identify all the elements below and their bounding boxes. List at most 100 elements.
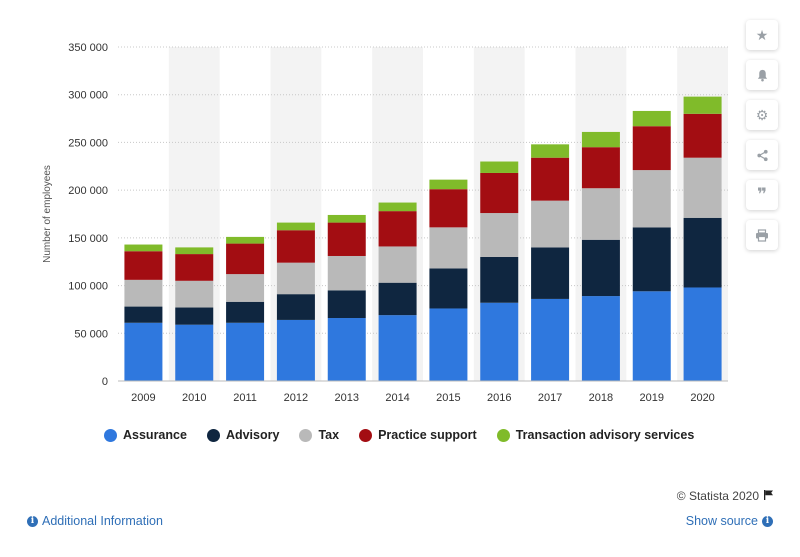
x-tick-label: 2010 — [182, 392, 206, 404]
y-tick-label: 300 000 — [68, 90, 108, 102]
gear-icon[interactable]: ⚙ — [746, 100, 778, 130]
credit-text: © Statista 2020 — [676, 489, 759, 503]
bar-segment — [632, 126, 671, 171]
x-tick-label: 2014 — [385, 392, 409, 404]
y-tick-label: 50 000 — [74, 328, 108, 340]
flag-icon[interactable] — [763, 489, 774, 503]
bar-segment — [175, 247, 214, 255]
bar-segment — [276, 262, 315, 295]
bar-segment — [429, 227, 468, 269]
bar-segment — [683, 113, 722, 158]
bar-segment — [531, 200, 570, 248]
legend-swatch — [359, 428, 373, 442]
bar-segment — [683, 157, 722, 218]
bar-segment — [480, 302, 519, 381]
info-icon: i — [762, 515, 773, 527]
bar-segment — [378, 315, 417, 381]
x-tick-label: 2018 — [589, 392, 613, 404]
bar-segment — [276, 230, 315, 263]
bar-segment — [378, 211, 417, 247]
bar-segment — [480, 161, 519, 173]
x-tick-label: 2019 — [640, 392, 664, 404]
bar-segment — [632, 291, 671, 381]
bar-segment — [378, 282, 417, 316]
share-icon[interactable] — [746, 140, 778, 170]
y-tick-label: 0 — [102, 376, 108, 388]
bar-segment — [378, 202, 417, 212]
bar-segment — [226, 301, 265, 323]
bar-segment — [124, 279, 163, 307]
bar-segment — [683, 217, 722, 288]
bar-segment — [327, 290, 366, 319]
x-tick-label: 2009 — [131, 392, 155, 404]
x-tick-label: 2013 — [335, 392, 359, 404]
legend-label: Tax — [318, 428, 340, 442]
y-tick-label: 250 000 — [68, 137, 108, 149]
legend-label: Advisory — [225, 428, 280, 442]
legend-label: Transaction advisory services — [515, 428, 695, 442]
legend-label: Practice support — [378, 428, 477, 442]
legend-item[interactable]: Transaction advisory services — [496, 428, 695, 442]
bar-segment — [175, 254, 214, 281]
y-axis-title: Number of employees — [42, 165, 53, 263]
stacked-bar-chart: 0 50 000 100 000 150 000 200 000 250 000 300 0… — [42, 42, 728, 404]
bar-segment — [276, 294, 315, 320]
bar-segment — [683, 96, 722, 114]
bar-segment — [480, 172, 519, 214]
legend-item[interactable]: Assurance — [104, 428, 187, 442]
bar-segment — [276, 319, 315, 381]
bar-segment — [429, 268, 468, 309]
bar-segment — [124, 251, 163, 280]
legend: Assurance Advisory Tax Practice support Tran… — [104, 428, 694, 442]
bar-segment — [683, 287, 722, 381]
bar-segment — [124, 244, 163, 252]
bar-segment — [531, 247, 570, 299]
legend-swatch — [496, 428, 510, 442]
legend-item[interactable]: Tax — [299, 428, 339, 442]
bar-segment — [175, 280, 214, 308]
bar-segment — [429, 189, 468, 228]
statista-credit: © Statista 2020 — [677, 489, 774, 503]
legend-item[interactable]: Advisory — [206, 428, 280, 442]
x-tick-label: 2012 — [284, 392, 308, 404]
x-tick-label: 2011 — [233, 392, 257, 404]
bar-segment — [378, 246, 417, 283]
show-source-label: Show source — [685, 514, 758, 528]
bar-segment — [531, 144, 570, 158]
legend-label: Assurance — [123, 428, 187, 442]
bar-segment — [581, 131, 620, 148]
bar-segment — [175, 324, 214, 381]
bar-segment — [581, 188, 620, 240]
bar-segment — [124, 322, 163, 381]
legend-item[interactable]: Practice support — [359, 428, 477, 442]
bar-segment — [327, 214, 366, 223]
y-tick-label: 350 000 — [68, 42, 108, 54]
additional-information-label: Additional Information — [42, 514, 163, 528]
additional-information-link[interactable]: i Additional Information — [27, 514, 163, 528]
bell-icon[interactable] — [746, 60, 778, 90]
bar-segment — [327, 318, 366, 381]
bar-segment — [429, 308, 468, 381]
bar-segment — [531, 298, 570, 381]
side-toolbar: ★ ⚙ ❞ — [746, 20, 778, 250]
show-source-link[interactable]: Show source i — [686, 514, 773, 528]
print-icon[interactable] — [746, 220, 778, 250]
bar-segment — [480, 256, 519, 303]
bar-segment — [276, 222, 315, 231]
y-tick-label: 100 000 — [68, 281, 108, 293]
bar-segment — [226, 274, 265, 302]
bar-segment — [226, 322, 265, 381]
bar-segment — [581, 239, 620, 297]
chart-area: 0 50 000 100 000 150 000 200 000 250 000 300 0… — [42, 42, 728, 404]
star-icon[interactable]: ★ — [746, 20, 778, 50]
bar-segment — [175, 307, 214, 325]
legend-swatch — [206, 428, 220, 442]
x-tick-label: 2020 — [690, 392, 714, 404]
bar-segment — [327, 255, 366, 291]
bar-segment — [581, 147, 620, 189]
bar-segment — [531, 157, 570, 201]
legend-swatch — [104, 428, 117, 442]
quote-icon[interactable]: ❞ — [746, 180, 778, 210]
bar-segment — [226, 243, 265, 275]
y-tick-label: 150 000 — [68, 233, 108, 245]
